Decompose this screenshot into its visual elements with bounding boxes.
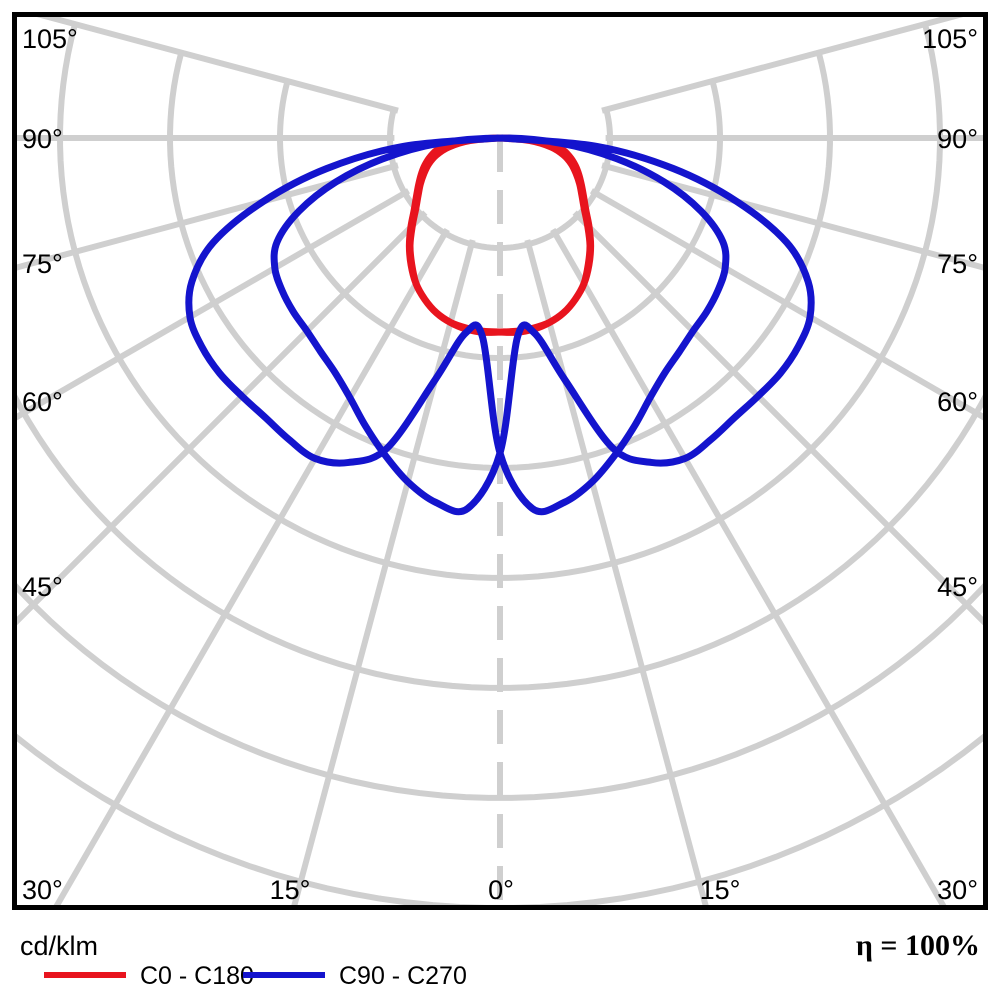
curve-c90-c270 [185,134,815,516]
grid-ring [17,583,983,801]
axis-label-right-105: 105° [922,24,978,54]
efficiency-label: η = 100% [856,929,980,962]
axis-labels-right: 105° 90° 75° 60° 45° 30° [922,24,978,905]
axis-label-left-30: 30° [22,875,63,905]
grid-spoke [524,239,709,905]
grid-spoke [17,188,411,421]
unit-label: cd/klm [20,931,98,961]
axis-label-bottom-0: 0° [488,875,514,905]
grid-spoke [36,17,399,114]
grid-spoke [53,227,450,905]
grid-spoke [601,17,964,114]
legend-label-c90-c270: C90 - C270 [339,962,467,990]
axis-label-left-75: 75° [22,249,63,279]
grid-spoke [589,188,983,421]
axis-label-bottom-15-right: 15° [700,875,741,905]
axis-label-right-45: 45° [937,572,978,602]
axis-labels-bottom: 15° 0° 15° [270,875,741,905]
grid-spoke [572,210,983,626]
grid-spoke [17,162,399,271]
axis-label-left-105: 105° [22,24,78,54]
axis-label-bottom-15-left: 15° [270,875,311,905]
axis-label-right-60: 60° [937,387,978,417]
grid-spoke [17,210,428,626]
distribution-curves [185,134,815,516]
axis-label-right-30: 30° [937,875,978,905]
grid-spoke [291,239,476,905]
legend-label-c0-c180: C0 - C180 [140,962,254,990]
axis-label-left-60: 60° [22,387,63,417]
legend: C0 - C180 C90 - C270 [44,962,467,990]
axis-label-right-75: 75° [937,249,978,279]
axis-labels-left: 105° 90° 75° 60° 45° 30° [22,24,78,905]
grid-spoke [601,162,983,271]
axis-label-left-45: 45° [22,572,63,602]
grid-spoke [550,227,947,905]
axis-label-left-90: 90° [22,124,63,154]
axis-label-right-90: 90° [937,124,978,154]
